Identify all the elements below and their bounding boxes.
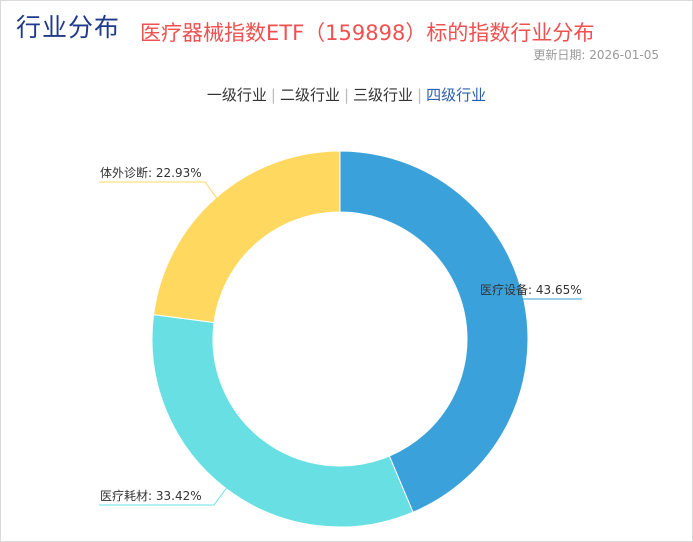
industry-level-tabs: 一级行业 | 二级行业 | 三级行业 | 四级行业	[0, 84, 693, 105]
label-leader-line	[99, 181, 220, 202]
update-date: 更新日期: 2026-01-05	[533, 48, 659, 62]
pie-slice-3[interactable]	[153, 150, 341, 324]
tab-separator: |	[417, 86, 423, 104]
slice-label-2: 医疗耗材: 33.42%	[100, 489, 202, 503]
section-title: 行业分布	[16, 13, 121, 42]
pie-slice-2[interactable]	[151, 314, 414, 528]
tab-separator: |	[270, 86, 276, 104]
tab-level-2[interactable]: 二级行业	[279, 86, 340, 104]
tab-level-4[interactable]: 四级行业	[426, 86, 487, 104]
label-leader-line	[99, 485, 229, 506]
tab-level-1[interactable]: 一级行业	[206, 86, 267, 104]
slice-label-3: 体外诊断: 22.93%	[100, 165, 202, 180]
slice-label-1: 医疗设备: 43.65%	[480, 283, 582, 297]
tab-level-3[interactable]: 三级行业	[353, 86, 414, 104]
tab-separator: |	[343, 86, 350, 104]
pie-slice-1[interactable]	[339, 150, 529, 513]
chart-title: 医疗器械指数ETF（159898）标的指数行业分布	[140, 21, 595, 45]
label-leader-line	[474, 298, 582, 304]
